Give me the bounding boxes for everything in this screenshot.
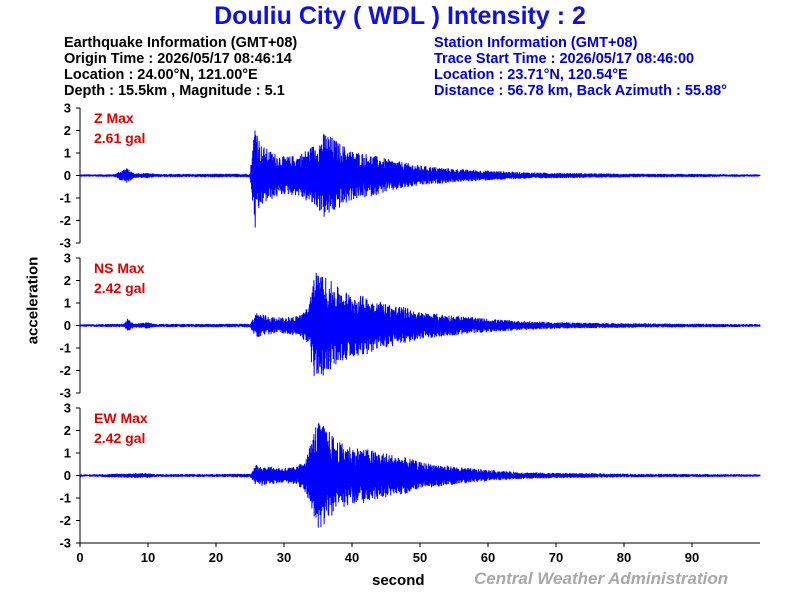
epicenter-location: Location : 24.00°N, 121.00°E xyxy=(64,67,258,83)
y-tick-label: -2 xyxy=(59,513,71,528)
x-tick-label: 90 xyxy=(685,550,699,565)
y-tick-label: 1 xyxy=(64,296,71,311)
y-tick-label: -1 xyxy=(59,191,71,206)
y-tick-label: 2 xyxy=(64,123,71,138)
x-tick-label: 80 xyxy=(617,550,631,565)
waveform-ew xyxy=(79,423,761,528)
y-tick-label: 2 xyxy=(64,423,71,438)
trace-start-time: Trace Start Time : 2026/05/17 08:46:00 xyxy=(434,51,695,67)
station-info: Station Information (GMT+08) Trace Start… xyxy=(434,35,727,99)
y-tick-label: 0 xyxy=(64,468,71,483)
max-value-z: 2.61 gal xyxy=(94,130,145,146)
x-tick-label: 50 xyxy=(413,550,427,565)
y-tick-label: 1 xyxy=(64,146,71,161)
page-title: Douliu City ( WDL ) Intensity : 2 xyxy=(214,2,586,30)
x-tick-label: 70 xyxy=(549,550,563,565)
y-tick-label: -2 xyxy=(59,363,71,378)
max-value-ew: 2.42 gal xyxy=(94,430,145,446)
y-tick-label: -1 xyxy=(59,491,71,506)
y-tick-label: 0 xyxy=(64,318,71,333)
x-axis-label: second xyxy=(372,572,425,589)
earthquake-info: Earthquake Information (GMT+08) Origin T… xyxy=(64,35,297,99)
x-tick-label: 20 xyxy=(209,550,223,565)
y-tick-label: 1 xyxy=(64,446,71,461)
origin-time: Origin Time : 2026/05/17 08:46:14 xyxy=(64,51,292,67)
y-tick-label: 3 xyxy=(64,251,71,266)
x-tick-label: 30 xyxy=(277,550,291,565)
depth-magnitude: Depth : 15.5km , Magnitude : 5.1 xyxy=(64,83,285,99)
y-tick-label: -1 xyxy=(59,341,71,356)
distance-azimuth: Distance : 56.78 km, Back Azimuth : 55.8… xyxy=(434,83,727,99)
max-label-ns: NS Max xyxy=(94,260,145,276)
y-tick-label: -3 xyxy=(59,236,71,251)
x-tick-label: 0 xyxy=(76,550,83,565)
max-label-ew: EW Max xyxy=(94,410,148,426)
y-tick-label: 0 xyxy=(64,168,71,183)
y-axis-label: acceleration xyxy=(24,256,42,345)
waveform-ns xyxy=(79,272,761,377)
y-tick-label: -3 xyxy=(59,536,71,551)
y-tick-label: 3 xyxy=(64,101,71,116)
y-tick-label: -3 xyxy=(59,386,71,401)
max-value-ns: 2.42 gal xyxy=(94,280,145,296)
station-location: Location : 23.71°N, 120.54°E xyxy=(434,67,628,83)
x-tick-label: 10 xyxy=(141,550,155,565)
y-tick-label: -2 xyxy=(59,213,71,228)
earthquake-info-heading: Earthquake Information (GMT+08) xyxy=(64,35,298,51)
station-info-heading: Station Information (GMT+08) xyxy=(434,35,638,51)
x-tick-label: 60 xyxy=(481,550,495,565)
max-label-z: Z Max xyxy=(94,110,134,126)
y-tick-label: 3 xyxy=(64,401,71,416)
x-tick-label: 40 xyxy=(345,550,359,565)
y-tick-label: 2 xyxy=(64,273,71,288)
agency-watermark: Central Weather Administration xyxy=(474,569,729,588)
waveform-z xyxy=(79,130,761,228)
